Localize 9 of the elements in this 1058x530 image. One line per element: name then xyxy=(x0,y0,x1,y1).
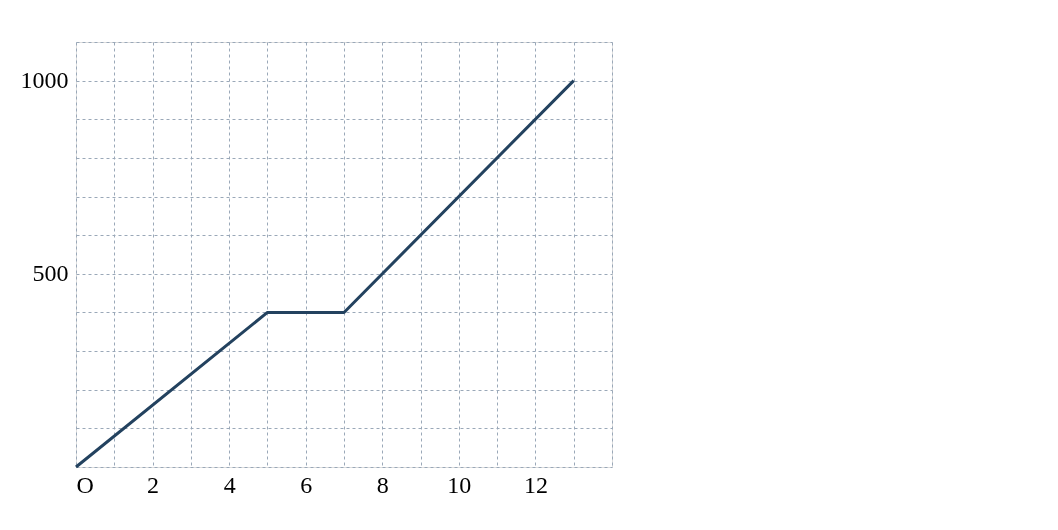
x-tick-label: O xyxy=(76,471,94,498)
x-tick-label: 2 xyxy=(147,471,160,498)
x-tick-label: 6 xyxy=(300,471,313,498)
x-tick-label: 12 xyxy=(523,471,548,498)
x-tick-label: 4 xyxy=(223,471,236,498)
x-tick-label: 10 xyxy=(447,471,472,498)
y-tick-label: 1000 xyxy=(20,67,69,94)
x-tick-label: 8 xyxy=(376,471,389,498)
y-tick-label: 500 xyxy=(32,260,69,287)
